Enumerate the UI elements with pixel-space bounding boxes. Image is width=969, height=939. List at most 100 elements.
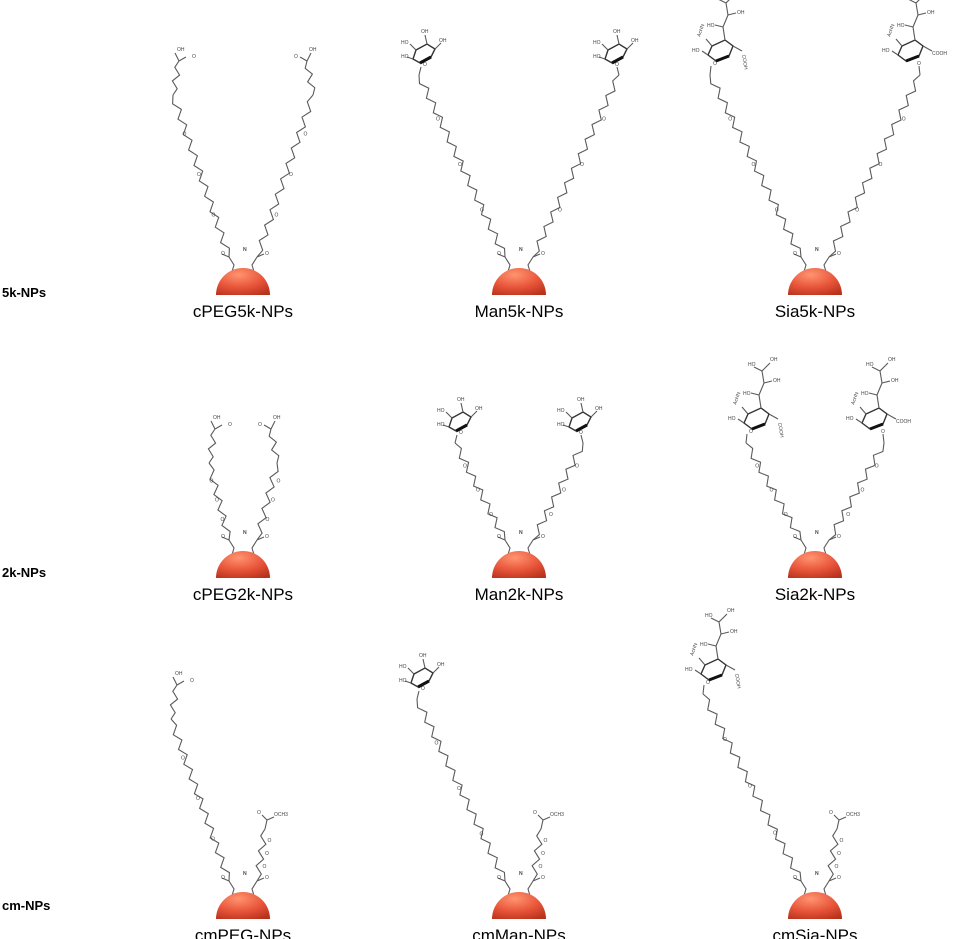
- ether-oxygen-label: O: [728, 117, 732, 123]
- ether-oxygen-label: O: [221, 517, 225, 523]
- carbonyl-label: O: [190, 678, 194, 684]
- hydroxyl-label: HO: [399, 678, 407, 684]
- ether-oxygen-label: O: [835, 864, 839, 870]
- amide-nitrogen-label: N: [243, 871, 247, 877]
- hydroxyl-label: OH: [927, 10, 935, 16]
- hydroxyl-label: OH: [177, 47, 185, 53]
- nanoparticle-label: Sia5k-NPs: [775, 302, 855, 321]
- hydroxyl-label: HO: [743, 391, 751, 397]
- gold-nanoparticle: [788, 268, 842, 295]
- ether-oxygen-label: O: [212, 213, 216, 219]
- hydroxyl-label: HO: [557, 408, 565, 414]
- methoxy-label: OCH3: [846, 812, 860, 818]
- ether-oxygen-label: O: [837, 851, 841, 857]
- ether-oxygen-label: O: [458, 162, 462, 168]
- ether-oxygen-label: O: [476, 488, 480, 494]
- amide-oxygen-label: O: [793, 875, 797, 881]
- amide-oxygen-label: O: [221, 534, 225, 540]
- ether-oxygen-label: O: [304, 132, 308, 138]
- hydroxyl-label: HO: [700, 642, 708, 648]
- nanoparticle-panel: ONOOOOCOOHHOOHHOOHAcHNHOONOOOOCOOHHOOHHO…: [692, 0, 947, 321]
- acetamido-label: AcHN: [689, 642, 699, 657]
- ether-oxygen-label: O: [480, 832, 484, 838]
- amide-nitrogen-label: N: [815, 530, 819, 536]
- methoxy-label: OCH3: [274, 812, 288, 818]
- ether-oxygen-label: O: [541, 851, 545, 857]
- hydroxyl-label: HO: [437, 422, 445, 428]
- hydroxyl-label: OH: [309, 47, 317, 53]
- ether-oxygen-label: O: [265, 851, 269, 857]
- ligand-structures: ONOOOOCOOHHOOHHOOHAcHNHOONOOOOCOOHHOOHHO…: [692, 0, 947, 276]
- carbonyl-label: O: [192, 54, 196, 60]
- ether-oxygen-label: O: [271, 498, 275, 504]
- nanoparticle-label: Sia2k-NPs: [775, 585, 855, 604]
- hydroxyl-label: OH: [421, 29, 429, 35]
- amide-oxygen-label: O: [541, 251, 545, 257]
- ether-oxygen-label: O: [489, 512, 493, 518]
- amide-nitrogen-label: N: [243, 530, 247, 536]
- ether-oxygen-label: O: [770, 488, 774, 494]
- ether-oxygen-label: O: [846, 512, 850, 518]
- hydroxyl-label: HO: [593, 40, 601, 46]
- hydroxyl-label: OH: [475, 406, 483, 412]
- carbonyl-label: O: [228, 422, 232, 428]
- hydroxyl-label: HO: [707, 23, 715, 29]
- carboxyl-label: COOH: [896, 419, 911, 425]
- ether-oxygen-label: O: [211, 837, 215, 843]
- amide-oxygen-label: O: [221, 251, 225, 257]
- hydroxyl-label: OH: [737, 10, 745, 16]
- ether-oxygen-label: O: [558, 208, 562, 214]
- ether-oxygen-label: O: [215, 498, 219, 504]
- hydroxyl-label: HO: [846, 416, 854, 422]
- amide-nitrogen-label: N: [519, 530, 523, 536]
- hydroxyl-label: OH: [419, 653, 427, 659]
- ether-oxygen-label: O: [183, 132, 187, 138]
- hydroxyl-label: HO: [705, 613, 713, 619]
- ether-oxygen-label: O: [457, 786, 461, 792]
- ether-oxygen-label: O: [875, 463, 879, 469]
- carboxyl-label: COOH: [932, 51, 947, 57]
- ether-oxygen-label: O: [463, 463, 467, 469]
- hydroxyl-label: OH: [213, 415, 221, 421]
- amide-nitrogen-label: N: [243, 247, 247, 253]
- gold-nanoparticle: [788, 551, 842, 578]
- ether-oxygen-label: O: [755, 463, 759, 469]
- carbonyl-label: O: [294, 54, 298, 60]
- hydroxyl-label: HO: [748, 362, 756, 368]
- hydroxyl-label: OH: [437, 662, 445, 668]
- ether-oxygen-label: O: [436, 117, 440, 123]
- nanoparticle-label: cmPEG-NPs: [195, 926, 291, 939]
- amide-oxygen-label: O: [793, 251, 797, 257]
- hydroxyl-label: OH: [891, 378, 899, 384]
- carbonyl-label: O: [257, 810, 261, 816]
- ether-oxygen-label: O: [602, 117, 606, 123]
- amide-nitrogen-label: N: [243, 530, 247, 536]
- row-label: cm-NPs: [2, 898, 50, 913]
- ether-oxygen-label: O: [196, 796, 200, 802]
- row-label: 5k-NPs: [2, 285, 46, 300]
- carboxyl-label: COOH: [740, 54, 749, 70]
- gold-nanoparticle: [788, 892, 842, 919]
- amide-oxygen-label: O: [265, 875, 269, 881]
- gold-nanoparticle: [216, 551, 270, 578]
- amide-oxygen-label: O: [497, 251, 501, 257]
- amide-oxygen-label: O: [541, 875, 545, 881]
- hydroxyl-label: OH: [727, 608, 735, 614]
- hydroxyl-label: OH: [730, 629, 738, 635]
- hydroxyl-label: OH: [631, 38, 639, 44]
- amide-nitrogen-label: N: [815, 247, 819, 253]
- hydroxyl-label: OH: [577, 397, 585, 403]
- hydroxyl-label: HO: [882, 48, 890, 54]
- carboxyl-label: COOH: [733, 673, 742, 689]
- ether-oxygen-label: O: [784, 512, 788, 518]
- amide-nitrogen-label: N: [519, 530, 523, 536]
- ether-oxygen-label: O: [544, 838, 548, 844]
- ether-oxygen-label: O: [210, 478, 214, 484]
